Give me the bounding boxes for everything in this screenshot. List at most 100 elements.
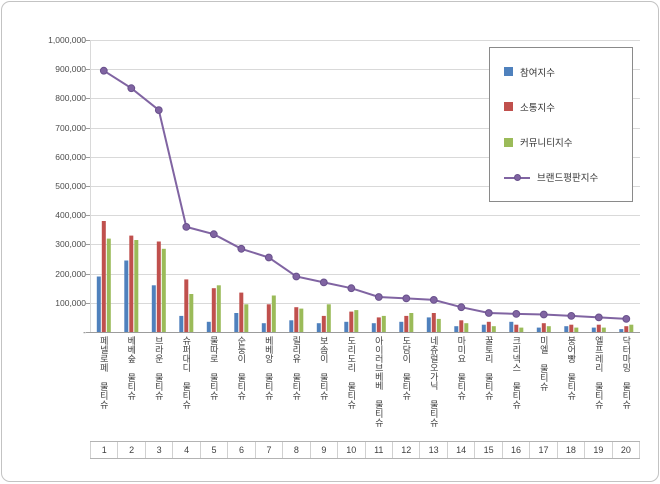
category-label-text: 베베숲 물티슈: [126, 336, 137, 400]
category-label-text: 크리넥스 물티슈: [511, 336, 522, 409]
legend-label: 참여지수: [520, 67, 555, 79]
line-marker-icon: [512, 310, 521, 318]
legend-bar-swatch-icon: [504, 67, 513, 77]
legend-label: 소통지수: [520, 102, 555, 114]
category-label: 베베앙 물티슈: [255, 336, 283, 439]
line-marker-icon: [374, 293, 383, 301]
category-label: 브라운 물티슈: [145, 336, 173, 439]
bar-커뮤니티지수: [546, 326, 551, 332]
bar-참여지수: [179, 315, 184, 332]
rank-number: 13: [420, 442, 448, 458]
legend-dot-icon: [514, 173, 521, 181]
bar-참여지수: [564, 326, 569, 332]
bar-참여지수: [96, 276, 101, 332]
legend-item: 참여지수: [504, 65, 628, 79]
line-marker-icon: [319, 278, 328, 287]
category-label-text: 도리도리 물티슈: [346, 336, 357, 409]
rank-number: 9: [311, 442, 339, 458]
bar-커뮤니티지수: [326, 304, 331, 332]
bar-참여지수: [454, 326, 459, 332]
category-label: 미엘 물티슈: [530, 336, 558, 439]
bar-소통지수: [541, 323, 546, 332]
bar-참여지수: [261, 323, 266, 332]
bar-소통지수: [486, 321, 491, 332]
y-axis-tick-label: 200,000: [55, 268, 86, 279]
bar-커뮤니티지수: [629, 324, 634, 332]
bar-참여지수: [371, 323, 376, 332]
rank-number: 3: [146, 442, 174, 458]
bar-커뮤니티지수: [271, 295, 276, 332]
line-marker-icon: [182, 223, 191, 231]
bar-커뮤니티지수: [409, 313, 414, 332]
bar-커뮤니티지수: [244, 304, 249, 332]
line-marker-icon: [127, 84, 136, 93]
bar-참여지수: [591, 327, 596, 332]
bar-참여지수: [124, 260, 129, 332]
rank-number: 20: [613, 442, 641, 458]
bar-참여지수: [619, 329, 624, 332]
category-label-text: 순둥이 물티슈: [236, 336, 247, 400]
line-marker-icon: [264, 253, 273, 262]
bar-커뮤니티지수: [491, 326, 496, 332]
bar-소통지수: [129, 235, 134, 332]
category-label-text: 보솜이 물티슈: [318, 336, 329, 400]
bar-커뮤니티지수: [189, 294, 194, 332]
bar-참여지수: [509, 321, 514, 332]
bar-참여지수: [426, 317, 431, 332]
bar-소통지수: [404, 315, 409, 332]
bar-커뮤니티지수: [106, 238, 111, 332]
bar-커뮤니티지수: [299, 308, 304, 332]
legend-bar-swatch-icon: [504, 137, 513, 147]
bar-참여지수: [151, 285, 156, 332]
category-label-text: 엘프레리 물티슈: [593, 336, 604, 409]
bar-참여지수: [316, 323, 321, 332]
rank-number: 8: [283, 442, 311, 458]
category-label-text: 페넬로페 물티슈: [98, 336, 109, 409]
x-axis-category-labels: 페넬로페 물티슈 베베숲 물티슈 브라운 물티슈 슈퍼대디 물티슈 물따로 물티슈 순둥이…: [90, 336, 640, 439]
category-label: 크리넥스 물티슈: [503, 336, 531, 439]
rank-number: 11: [366, 442, 393, 458]
rank-number: 6: [228, 442, 256, 458]
line-marker-icon: [457, 303, 466, 312]
bar-소통지수: [431, 313, 436, 332]
category-label-text: 슈퍼대디 물티슈: [181, 336, 192, 409]
rank-number: 7: [256, 442, 284, 458]
category-label-text: 릴리유 물티슈: [291, 336, 302, 400]
rank-number: 17: [530, 442, 558, 458]
category-label-text: 도담이 물티슈: [401, 336, 412, 400]
category-label: 물따로 물티슈: [200, 336, 228, 439]
y-axis-tick-label: 1,000,000: [48, 34, 86, 45]
line-브랜드평판지수: [103, 69, 627, 320]
chart-legend: 참여지수 소통지수 커뮤니티지수 브랜드평판지수: [489, 47, 633, 202]
category-label: 닥터마밍 물티슈: [613, 336, 641, 439]
line-marker-icon: [154, 106, 163, 114]
y-axis-tick-label: 500,000: [55, 180, 86, 191]
bar-커뮤니티지수: [574, 327, 579, 332]
rank-number: 15: [475, 442, 503, 458]
y-axis-tick-label: 100,000: [55, 297, 86, 308]
bar-커뮤니티지수: [381, 315, 386, 332]
bar-소통지수: [294, 307, 299, 332]
category-label: 페넬로페 물티슈: [90, 336, 118, 439]
line-marker-icon: [99, 66, 108, 75]
bar-커뮤니티지수: [436, 318, 441, 332]
bar-참여지수: [481, 324, 486, 332]
bar-소통지수: [101, 221, 106, 332]
category-label-text: 아이러브베베 물티슈: [373, 336, 384, 427]
category-label-text: 붕어빵 물티슈: [566, 336, 577, 400]
line-marker-icon: [292, 272, 301, 281]
y-axis-tick-label: 600,000: [55, 151, 86, 162]
category-label: 릴리유 물티슈: [283, 336, 311, 439]
y-axis-tick-label: 900,000: [55, 63, 86, 74]
bar-소통지수: [376, 317, 381, 332]
bar-소통지수: [569, 324, 574, 332]
category-label: 순둥이 물티슈: [228, 336, 256, 439]
bar-소통지수: [624, 326, 629, 332]
bar-소통지수: [184, 279, 189, 332]
category-label-text: 마미요 물티슈: [456, 336, 467, 400]
bar-소통지수: [156, 241, 161, 332]
category-label: 도리도리 물티슈: [338, 336, 366, 439]
bar-참여지수: [399, 321, 404, 332]
line-marker-icon: [622, 315, 631, 323]
